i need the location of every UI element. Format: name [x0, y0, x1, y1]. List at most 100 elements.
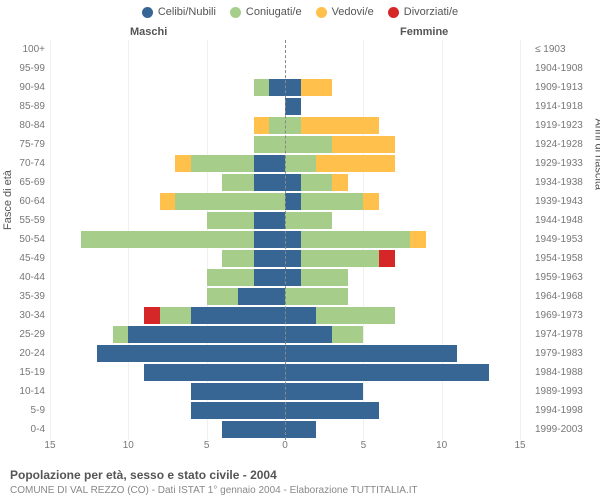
header-female: Femmine	[400, 26, 448, 38]
age-label: 25-29	[0, 325, 45, 344]
x-tick-label: 0	[282, 440, 288, 451]
legend-swatch	[230, 7, 241, 18]
birth-year-label: 1929-1933	[535, 154, 595, 173]
age-label: 10-14	[0, 382, 45, 401]
birth-year-label: 1959-1963	[535, 268, 595, 287]
age-label: 65-69	[0, 173, 45, 192]
bar-segment-female-single	[285, 98, 301, 115]
birth-year-label: 1934-1938	[535, 173, 595, 192]
age-label: 95-99	[0, 59, 45, 78]
grid-line	[520, 40, 521, 440]
bar-segment-male-married	[175, 193, 285, 210]
birth-year-label: 1949-1953	[535, 230, 595, 249]
bar-segment-female-married	[301, 269, 348, 286]
bar-segment-female-widowed	[301, 117, 379, 134]
bar-segment-female-widowed	[332, 174, 348, 191]
birth-year-labels: ≤ 19031904-19081909-19131914-19181919-19…	[535, 40, 595, 440]
bar-segment-female-married	[301, 193, 364, 210]
bar-segment-male-widowed	[175, 155, 191, 172]
bar-segment-male-married	[113, 326, 129, 343]
bar-segment-male-married	[222, 250, 253, 267]
bar-segment-female-single	[285, 79, 301, 96]
age-label: 70-74	[0, 154, 45, 173]
legend-swatch	[316, 7, 327, 18]
header-male: Maschi	[130, 26, 167, 38]
bar-segment-male-married	[81, 231, 253, 248]
bar-segment-female-single	[285, 231, 301, 248]
birth-year-label: 1954-1958	[535, 249, 595, 268]
bar-segment-female-married	[285, 117, 301, 134]
bar-segment-female-widowed	[332, 136, 395, 153]
chart-subtitle: COMUNE DI VAL REZZO (CO) - Dati ISTAT 1°…	[10, 485, 418, 496]
bar-segment-female-married	[285, 136, 332, 153]
bar-segment-female-married	[301, 231, 411, 248]
bar-segment-male-single	[97, 345, 285, 362]
bar-segment-male-single	[254, 231, 285, 248]
bar-segment-male-married	[222, 174, 253, 191]
bar-segment-male-single	[222, 421, 285, 438]
age-label: 60-64	[0, 192, 45, 211]
age-label: 5-9	[0, 401, 45, 420]
bar-segment-female-married	[285, 212, 332, 229]
legend-item: Celibi/Nubili	[142, 6, 216, 18]
age-label: 75-79	[0, 135, 45, 154]
bar-segment-male-divorced	[144, 307, 160, 324]
bar-segment-male-married	[207, 212, 254, 229]
bar-segment-male-single	[269, 79, 285, 96]
chart-container: Celibi/Nubili Coniugati/e Vedovi/e Divorzia…	[0, 0, 600, 500]
x-tick-label: 15	[44, 440, 55, 451]
bar-segment-male-widowed	[160, 193, 176, 210]
bar-segment-female-single	[285, 421, 316, 438]
birth-year-label: 1939-1943	[535, 192, 595, 211]
bar-segment-female-single	[285, 383, 363, 400]
age-label: 100+	[0, 40, 45, 59]
legend-label: Coniugati/e	[246, 6, 302, 18]
bar-segment-female-single	[285, 364, 489, 381]
bar-segment-female-single	[285, 193, 301, 210]
birth-year-label: 1944-1948	[535, 211, 595, 230]
birth-year-label: 1904-1908	[535, 59, 595, 78]
legend-label: Celibi/Nubili	[158, 6, 216, 18]
bar-segment-male-single	[254, 212, 285, 229]
age-label: 40-44	[0, 268, 45, 287]
x-tick-label: 10	[436, 440, 447, 451]
birth-year-label: 1994-1998	[535, 401, 595, 420]
age-group-labels: 100+95-9990-9485-8980-8475-7970-7465-696…	[0, 40, 45, 440]
bar-segment-female-widowed	[301, 79, 332, 96]
birth-year-label: 1909-1913	[535, 78, 595, 97]
bar-segment-female-single	[285, 307, 316, 324]
chart-title: Popolazione per età, sesso e stato civil…	[10, 468, 277, 482]
legend-item: Coniugati/e	[230, 6, 302, 18]
center-axis-line	[285, 40, 286, 440]
birth-year-label: 1984-1988	[535, 363, 595, 382]
legend-item: Vedovi/e	[316, 6, 374, 18]
legend-swatch	[142, 7, 153, 18]
age-label: 0-4	[0, 420, 45, 439]
x-axis: 15105051015	[50, 440, 520, 460]
x-tick-label: 10	[123, 440, 134, 451]
bar-segment-female-married	[285, 288, 348, 305]
age-label: 15-19	[0, 363, 45, 382]
bar-segment-female-widowed	[316, 155, 394, 172]
bar-segment-female-single	[285, 326, 332, 343]
bar-segment-male-single	[254, 250, 285, 267]
age-label: 85-89	[0, 97, 45, 116]
legend-swatch	[388, 7, 399, 18]
bar-segment-female-single	[285, 345, 457, 362]
bar-segment-female-single	[285, 269, 301, 286]
bar-segment-male-single	[191, 383, 285, 400]
birth-year-label: 1924-1928	[535, 135, 595, 154]
birth-year-label: 1914-1918	[535, 97, 595, 116]
bar-segment-male-married	[207, 288, 238, 305]
bar-segment-female-married	[332, 326, 363, 343]
bar-segment-female-divorced	[379, 250, 395, 267]
bar-segment-male-married	[254, 136, 285, 153]
age-label: 90-94	[0, 78, 45, 97]
age-label: 35-39	[0, 287, 45, 306]
bar-segment-male-single	[254, 174, 285, 191]
bar-segment-male-single	[238, 288, 285, 305]
bar-segment-male-married	[160, 307, 191, 324]
bar-segment-female-single	[285, 402, 379, 419]
bar-segment-female-married	[301, 250, 379, 267]
legend-label: Divorziati/e	[404, 6, 458, 18]
